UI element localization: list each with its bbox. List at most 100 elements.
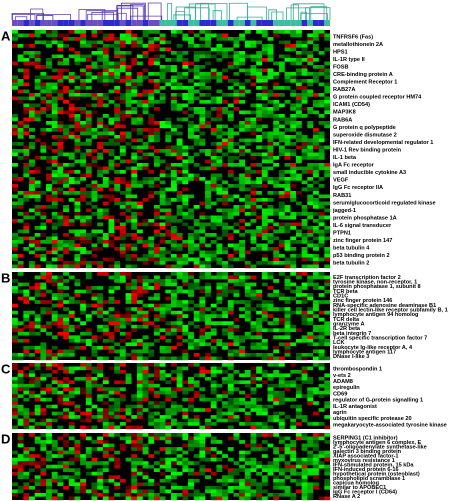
- heatmap-cell: [307, 471, 314, 476]
- heatmap-cell: [301, 93, 308, 97]
- heatmap-cell: [301, 485, 308, 490]
- heatmap-cell: [295, 107, 302, 111]
- heatmap-cell: [250, 324, 257, 329]
- heatmap-cell: [239, 250, 246, 255]
- heatmap-cell: [227, 54, 234, 59]
- heatmap-cell: [29, 243, 35, 248]
- heatmap-cell: [239, 173, 246, 178]
- heatmap-cell: [188, 243, 194, 248]
- heatmap-cell: [165, 289, 172, 294]
- heatmap-cell: [216, 135, 223, 139]
- heatmap-cell: [307, 314, 314, 318]
- heatmap-cell: [295, 86, 302, 90]
- heatmap-cell: [136, 61, 143, 66]
- heatmap-cell: [23, 96, 30, 101]
- heatmap-cell: [216, 191, 223, 195]
- heatmap-cell: [199, 272, 206, 276]
- heatmap-cell: [312, 163, 319, 167]
- heatmap-cell: [295, 489, 302, 494]
- heatmap-cell: [278, 243, 285, 248]
- heatmap-cell: [199, 240, 206, 244]
- heatmap-cell: [63, 485, 69, 490]
- heatmap-cell: [165, 478, 172, 483]
- heatmap-cell: [261, 107, 268, 111]
- heatmap-cell: [267, 397, 274, 402]
- heatmap-cell: [142, 383, 149, 388]
- heatmap-cell: [74, 54, 81, 59]
- heatmap-cell: [273, 293, 280, 297]
- heatmap-cell: [324, 100, 331, 104]
- heatmap-cell: [131, 201, 138, 206]
- heatmap-cell: [74, 61, 81, 66]
- heatmap-cell: [136, 184, 143, 188]
- heatmap-cell: [222, 222, 228, 227]
- heatmap-cell: [256, 317, 263, 322]
- heatmap-cell: [216, 163, 223, 167]
- heatmap-cell: [324, 257, 331, 262]
- heatmap-cell: [301, 86, 308, 90]
- heatmap-cell: [131, 170, 138, 174]
- heatmap-cell: [188, 79, 194, 83]
- heatmap-cell: [227, 37, 234, 41]
- heatmap-cell: [12, 86, 18, 90]
- heatmap-cell: [34, 51, 41, 55]
- heatmap-cell: [227, 335, 234, 340]
- heatmap-cell: [193, 128, 200, 132]
- heatmap-cell: [176, 286, 183, 290]
- heatmap-cell: [290, 324, 297, 329]
- heatmap-cell: [12, 317, 18, 322]
- heatmap-cell: [244, 485, 251, 490]
- heatmap-cell: [165, 47, 172, 52]
- heatmap-cell: [29, 478, 35, 483]
- heatmap-cell: [125, 300, 132, 304]
- heatmap-cell: [68, 75, 75, 80]
- heatmap-cell: [193, 373, 200, 378]
- heatmap-cell: [108, 68, 115, 73]
- heatmap-cell: [244, 229, 251, 234]
- heatmap-cell: [74, 247, 81, 251]
- heatmap-cell: [51, 156, 58, 160]
- heatmap-cell: [318, 138, 325, 143]
- heatmap-cell: [250, 117, 257, 122]
- heatmap-cell: [29, 54, 35, 59]
- heatmap-cell: [324, 471, 331, 476]
- heatmap-cell: [108, 317, 115, 322]
- heatmap-cell: [108, 425, 115, 430]
- heatmap-cell: [148, 184, 155, 188]
- heatmap-cell: [23, 331, 30, 336]
- heatmap-cell: [227, 363, 234, 367]
- heatmap-cell: [125, 82, 132, 87]
- heatmap-cell: [250, 184, 257, 188]
- sample-marker: [114, 20, 120, 26]
- heatmap-cell: [267, 156, 274, 160]
- heatmap-cell: [51, 443, 58, 448]
- heatmap-cell: [51, 86, 58, 90]
- dendrogram-branch: [212, 10, 222, 20]
- heatmap-cell: [250, 198, 257, 202]
- heatmap-cell: [131, 159, 138, 164]
- heatmap-cell: [318, 240, 325, 244]
- heatmap-cell: [318, 219, 325, 223]
- heatmap-cell: [227, 170, 234, 174]
- heatmap-cell: [261, 478, 268, 483]
- heatmap-cell: [23, 198, 30, 202]
- heatmap-cell: [46, 321, 52, 325]
- heatmap-cell: [114, 485, 121, 490]
- heatmap-cell: [284, 128, 291, 132]
- heatmap-cell: [176, 163, 183, 167]
- heatmap-cell: [165, 411, 172, 416]
- heatmap-cell: [148, 279, 155, 283]
- heatmap-cell: [159, 390, 166, 395]
- heatmap-cell: [57, 450, 64, 455]
- heatmap-cell: [153, 47, 160, 52]
- heatmap-cell: [63, 180, 69, 185]
- heatmap-cell: [256, 310, 263, 315]
- heatmap-cell: [273, 254, 280, 258]
- heatmap-cell: [188, 208, 194, 213]
- heatmap-cell: [295, 110, 302, 115]
- heatmap-cell: [97, 117, 104, 122]
- heatmap-cell: [12, 328, 18, 333]
- heatmap-cell: [324, 208, 331, 213]
- heatmap-cell: [85, 415, 92, 419]
- heatmap-cell: [91, 243, 98, 248]
